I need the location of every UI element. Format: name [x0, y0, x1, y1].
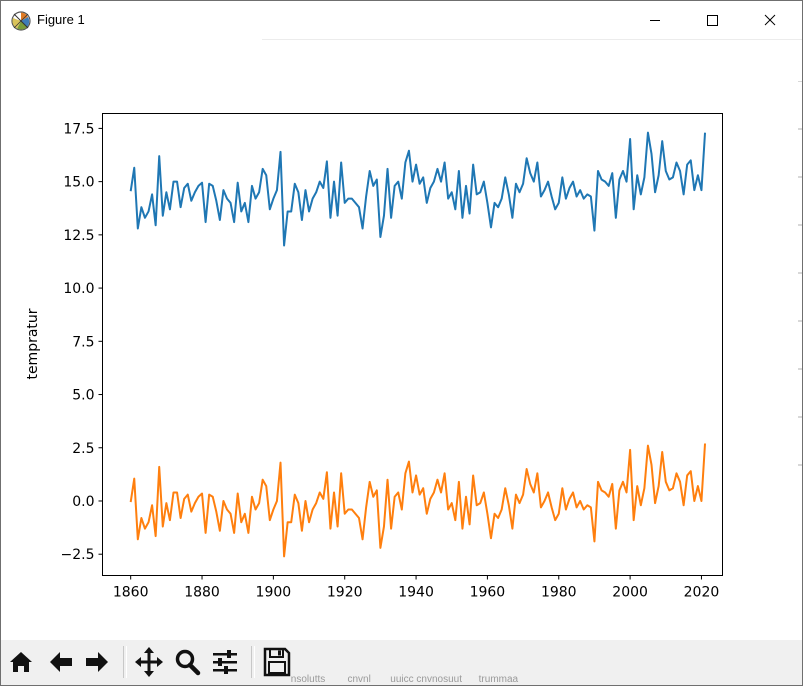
y-tick-label: 12.5 — [63, 228, 94, 244]
y-axis: −2.5 0.0 2.5 5.0 7.5 10.0 12.5 15.0 17.5 — [61, 121, 103, 563]
x-tick-label: 1900 — [256, 585, 292, 601]
forward-button[interactable] — [81, 644, 113, 680]
x-tick-label: 1880 — [184, 585, 220, 601]
x-tick-label: 2020 — [684, 585, 720, 601]
close-button[interactable] — [746, 1, 792, 39]
toolbar-separator — [123, 646, 127, 678]
back-button[interactable] — [45, 644, 77, 680]
status-message: nsolutts cnvnl uuicc cnvnosuut trummaa — [263, 674, 518, 685]
title-bar[interactable]: Figure 1 — [1, 1, 802, 39]
configure-subplots-button[interactable] — [209, 644, 241, 680]
y-axis-label: tempratur — [25, 308, 41, 379]
window-title: Figure 1 — [37, 12, 85, 27]
y-tick-label: 10.0 — [63, 281, 94, 297]
x-tick-label: 2000 — [612, 585, 648, 601]
zoom-button[interactable] — [171, 644, 203, 680]
magnifier-icon — [178, 652, 199, 674]
x-tick-label: 1860 — [113, 585, 149, 601]
x-tick-label: 1940 — [398, 585, 434, 601]
sliders-icon — [213, 650, 237, 674]
x-tick-label: 1980 — [541, 585, 577, 601]
maximize-button[interactable] — [689, 1, 735, 39]
home-button[interactable] — [5, 644, 37, 680]
floppy-disk-icon — [265, 649, 289, 675]
x-axis: 1860 1880 1900 1920 1940 1960 1980 2000 2020 — [113, 576, 719, 601]
minimize-button[interactable] — [632, 1, 678, 39]
figure-canvas[interactable]: 1860 1880 1900 1920 1940 1960 1980 2000 2020 −2.… — [1, 40, 802, 640]
toolbar-separator — [251, 646, 255, 678]
arrow-left-icon — [50, 652, 72, 672]
y-tick-label: 7.5 — [72, 334, 94, 350]
matplotlib-logo-icon — [11, 11, 31, 31]
y-tick-label: 2.5 — [72, 441, 94, 457]
right-edge-ticks — [797, 81, 802, 561]
y-tick-label: 5.0 — [72, 388, 94, 404]
y-tick-label: 15.0 — [63, 175, 94, 191]
y-tick-label: −2.5 — [61, 547, 95, 563]
move-icon — [135, 647, 163, 677]
plot-area[interactable]: 1860 1880 1900 1920 1940 1960 1980 2000 2020 −2.… — [25, 114, 723, 601]
pan-button[interactable] — [133, 644, 165, 680]
navigation-toolbar: nsolutts cnvnl uuicc cnvnosuut trummaa — [1, 640, 802, 685]
arrow-right-icon — [86, 652, 108, 672]
x-tick-label: 1920 — [327, 585, 363, 601]
axes-frame — [103, 114, 723, 576]
y-tick-label: 17.5 — [63, 121, 94, 137]
x-tick-label: 1960 — [470, 585, 506, 601]
home-icon — [10, 652, 32, 672]
y-tick-label: 0.0 — [72, 494, 94, 510]
